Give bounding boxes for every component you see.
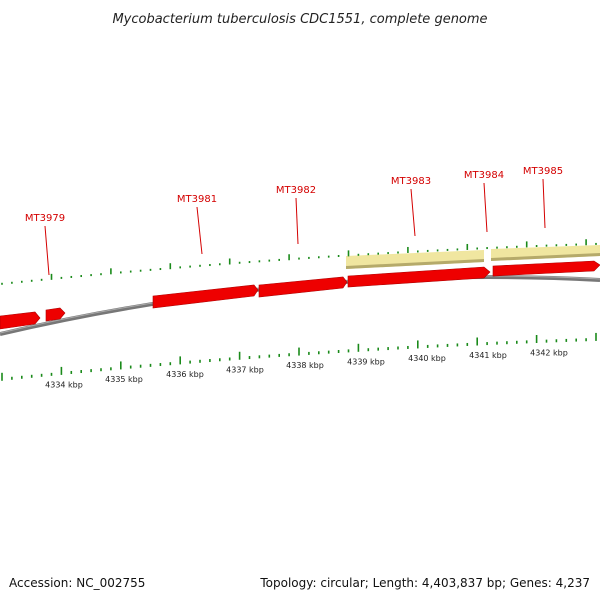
kbp-label: 4335 kbp <box>105 375 143 384</box>
feature-beige-1-edge <box>346 259 484 269</box>
gene-leader-line <box>542 178 546 229</box>
gene-leader-line <box>295 197 299 245</box>
kbp-label: 4337 kbp <box>226 365 264 374</box>
kbp-label: 4340 kbp <box>408 354 446 363</box>
forward-strand-features <box>0 260 600 330</box>
gene-label[interactable]: MT3985 <box>523 166 563 177</box>
gene-arrow-5[interactable] <box>347 266 491 288</box>
lower-tick-row <box>1 332 597 381</box>
gene-label[interactable]: MT3979 <box>25 213 65 224</box>
gene-arrow-4[interactable] <box>258 276 348 298</box>
gene-label-layer: MT3979 MT3981 MT3982 MT3983 MT3984 MT3985 <box>25 166 563 276</box>
gene-leader-line <box>44 225 50 276</box>
gene-arrow-3[interactable] <box>152 284 259 309</box>
gene-arrow-2[interactable] <box>45 307 66 322</box>
gene-arrow-6[interactable] <box>492 260 600 277</box>
genome-title: Mycobacterium tuberculosis CDC1551, comp… <box>112 12 487 27</box>
kbp-label-layer: 4334 kbp 4335 kbp 4336 kbp 4337 kbp 4338 kbp… <box>45 349 568 390</box>
reverse-strand-features <box>346 245 600 269</box>
kbp-label: 4336 kbp <box>166 370 204 379</box>
gene-label[interactable]: MT3983 <box>391 176 431 187</box>
kbp-label: 4334 kbp <box>45 381 83 390</box>
gene-label[interactable]: MT3982 <box>276 185 316 196</box>
gene-arrow-1[interactable] <box>0 311 41 330</box>
gene-leader-line <box>483 182 488 233</box>
accession-text: Accession: NC_002755 <box>9 576 146 590</box>
upper-tick-row <box>1 239 597 285</box>
genome-summary-text: Topology: circular; Length: 4,403,837 bp… <box>260 576 590 590</box>
gene-label[interactable]: MT3981 <box>177 194 217 205</box>
feature-beige-2-edge <box>491 253 600 261</box>
gene-leader-line <box>196 206 203 255</box>
kbp-label: 4342 kbp <box>530 349 568 358</box>
kbp-label: 4339 kbp <box>347 357 385 366</box>
kbp-label: 4338 kbp <box>286 361 324 370</box>
gene-label[interactable]: MT3984 <box>464 170 504 181</box>
kbp-label: 4341 kbp <box>469 351 507 360</box>
gene-leader-line <box>410 188 416 237</box>
